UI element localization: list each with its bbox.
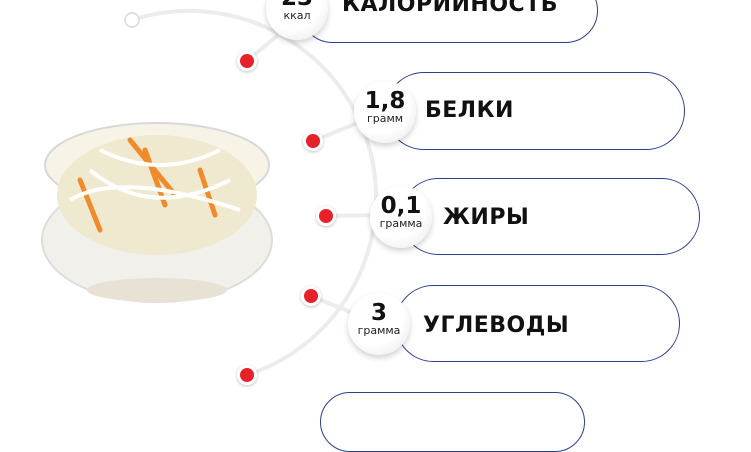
pill-protein [385,72,685,150]
pill-next [320,392,585,452]
red-dot [237,365,257,385]
value-badge-fat: 0,1 грамма [370,186,432,248]
value-badge-carbs: 3 грамма [348,293,410,355]
label-fat: ЖИРЫ [443,205,530,230]
pill-fat [400,178,700,255]
value: 23 [266,0,328,10]
red-dot [316,206,336,226]
label-calories: КАЛОРИЙНОСТЬ [342,0,558,17]
unit: грамм [366,112,404,125]
sauerkraut-bowl-image [41,122,273,303]
unit: ккал [283,9,311,22]
label-protein: БЕЛКИ [425,98,514,123]
red-dot [303,131,323,151]
value-badge-protein: 1,8 грамм [354,81,416,143]
value: 0,1 [380,193,422,219]
pill-calories [300,0,598,43]
connector-arc [41,8,386,377]
value: 3 [370,300,387,326]
unit: грамма [379,217,423,230]
red-dot [237,51,257,71]
value: 1,8 [364,88,406,114]
label-carbs: УГЛЕВОДЫ [423,313,570,338]
pill-carbs [395,285,680,362]
unit: грамма [357,324,401,337]
red-dot [301,286,321,306]
